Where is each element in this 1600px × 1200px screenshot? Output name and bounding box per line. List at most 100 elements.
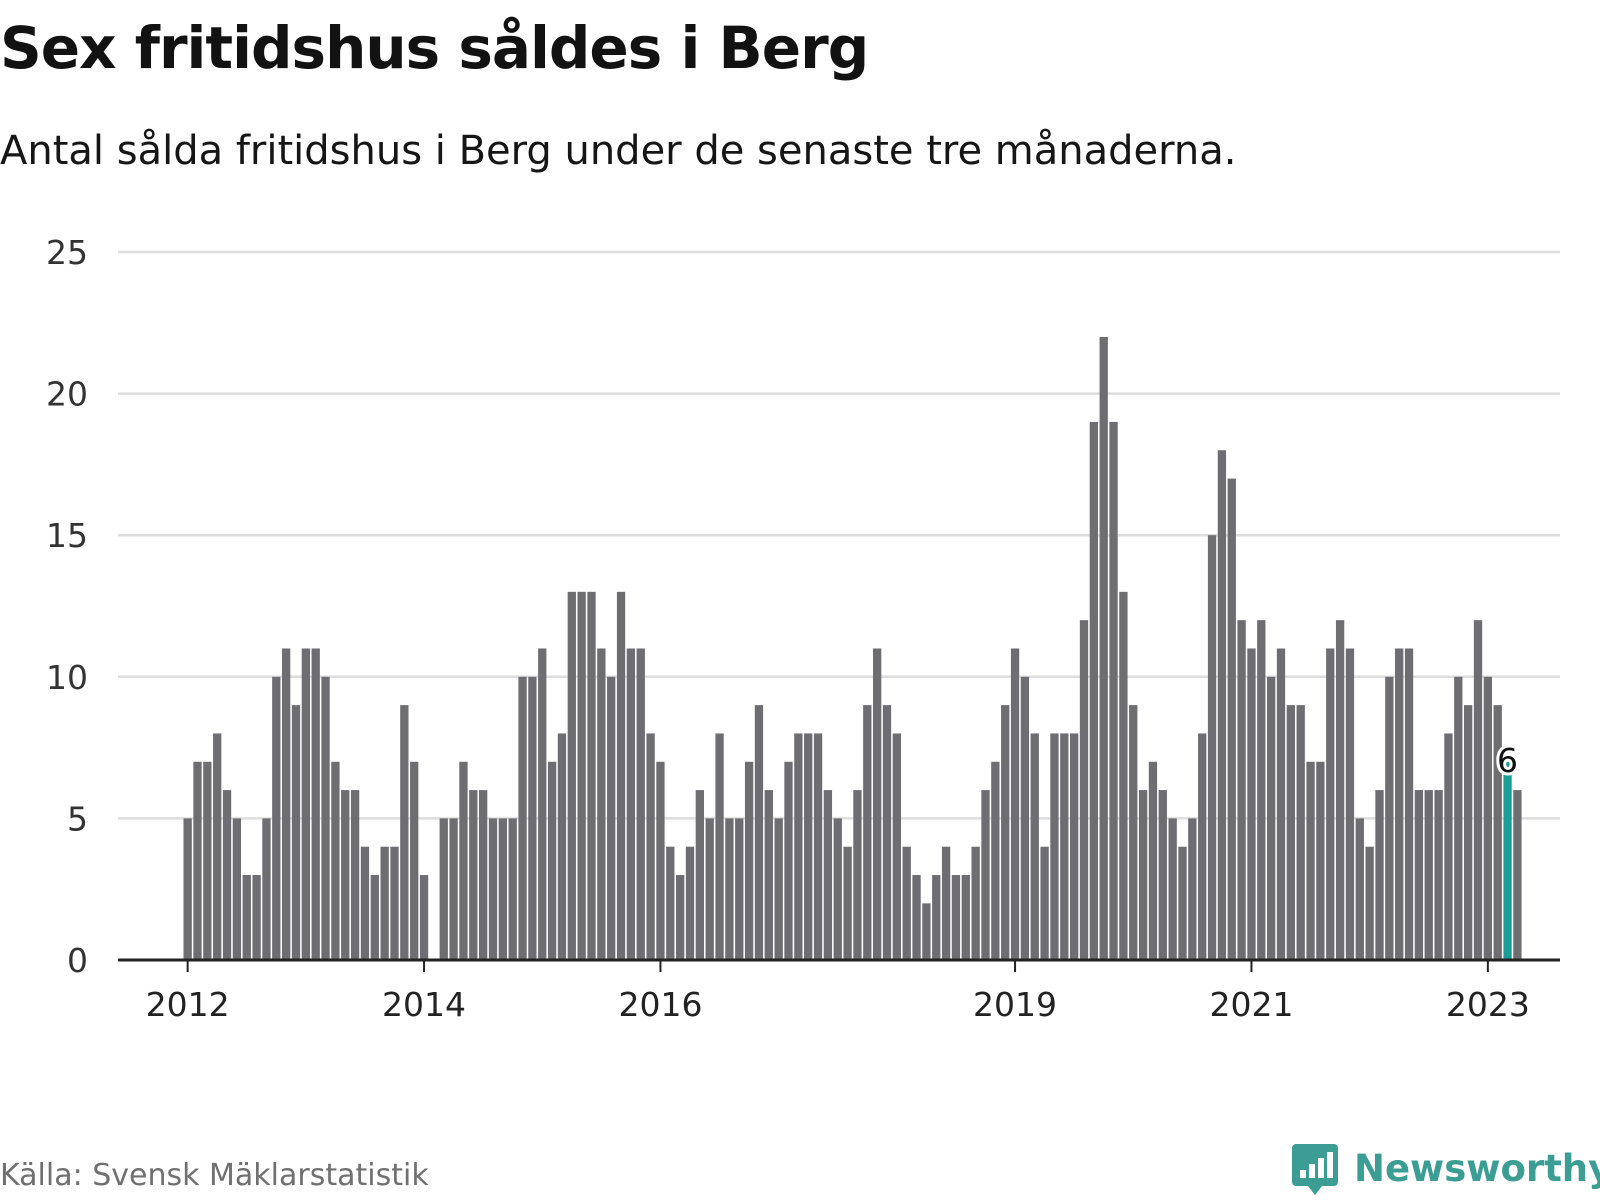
bar — [754, 705, 764, 960]
bar — [892, 733, 901, 960]
bar — [725, 818, 734, 960]
x-axis: 2012 2014 2016 2019 2021 2023 — [118, 958, 1560, 1024]
x-tick-label: 2012 — [146, 985, 230, 1024]
bar — [479, 790, 488, 960]
bar — [1385, 676, 1394, 960]
x-tick-label: 2019 — [973, 985, 1057, 1024]
y-tick-label: 10 — [46, 658, 88, 697]
bar — [1257, 620, 1266, 960]
bar — [1138, 790, 1148, 960]
bar — [1178, 846, 1187, 960]
bar — [1513, 790, 1522, 960]
bar — [1434, 790, 1443, 960]
bar — [1424, 790, 1433, 960]
bars — [183, 336, 1522, 961]
bar — [873, 648, 882, 960]
bar — [971, 846, 980, 960]
bar — [1217, 450, 1227, 960]
bar — [1395, 648, 1404, 960]
y-tick-label: 20 — [46, 375, 88, 414]
brand[interactable]: Newsworthy — [1290, 1140, 1600, 1196]
bar — [498, 818, 507, 960]
bar — [469, 790, 478, 960]
bar — [213, 733, 222, 960]
bar — [222, 790, 232, 960]
bar — [1001, 705, 1010, 960]
bar — [1345, 648, 1355, 960]
bar — [1168, 818, 1177, 960]
bar — [951, 875, 961, 960]
annotations: 6 — [1494, 738, 1521, 783]
bar — [1404, 648, 1414, 960]
bar — [784, 761, 793, 960]
bar — [715, 733, 724, 960]
bar — [331, 761, 340, 960]
bar — [1148, 761, 1158, 960]
bar — [656, 761, 665, 960]
bar — [794, 733, 803, 960]
bar — [232, 818, 242, 960]
bar — [1070, 733, 1079, 960]
bar — [380, 846, 389, 960]
bar — [272, 676, 281, 960]
x-tick-label: 2021 — [1209, 985, 1293, 1024]
bar — [538, 648, 547, 960]
bar — [341, 790, 350, 960]
bar — [528, 676, 537, 960]
bar — [676, 875, 685, 960]
bar — [902, 846, 911, 960]
bar — [1316, 761, 1325, 960]
bar — [1473, 620, 1483, 960]
bar — [1286, 705, 1295, 960]
bar — [1129, 705, 1138, 960]
bar — [321, 676, 330, 960]
bar — [449, 818, 458, 960]
bar — [1267, 676, 1276, 960]
bar — [774, 818, 783, 960]
bar — [1119, 591, 1128, 960]
bar — [636, 648, 645, 960]
bar — [1188, 818, 1197, 960]
bar — [1158, 790, 1167, 960]
bar — [833, 818, 842, 960]
bar — [439, 818, 448, 960]
bar — [1326, 648, 1335, 960]
bar — [941, 846, 951, 960]
bar — [1464, 705, 1473, 960]
bar — [823, 790, 833, 960]
bar — [311, 648, 320, 960]
bar — [1306, 761, 1315, 960]
bar — [1247, 648, 1256, 960]
bar — [626, 648, 636, 960]
bar — [419, 875, 429, 960]
bar — [410, 761, 419, 960]
bar — [922, 903, 931, 960]
bar — [1444, 733, 1453, 960]
bar — [1030, 733, 1039, 960]
bar — [764, 790, 773, 960]
bar — [863, 705, 872, 960]
chart-subtitle: Antal sålda fritidshus i Berg under de s… — [0, 128, 1237, 174]
bar — [813, 733, 823, 960]
bar — [577, 591, 586, 960]
source-note: Källa: Svensk Mäklarstatistik — [0, 1158, 429, 1193]
y-axis-ticks: 0 5 10 15 20 25 — [46, 233, 88, 980]
bar — [557, 733, 567, 960]
bar — [843, 846, 852, 960]
y-tick-label: 0 — [67, 941, 88, 980]
bar — [981, 790, 990, 960]
bar — [291, 705, 301, 960]
bar — [242, 875, 251, 960]
bar — [853, 790, 862, 960]
bar — [1335, 620, 1345, 960]
bar — [597, 648, 606, 960]
bar — [350, 790, 360, 960]
bar — [587, 591, 596, 960]
bar — [262, 818, 271, 960]
bar — [203, 761, 212, 960]
bar — [1365, 846, 1374, 960]
bar — [666, 846, 675, 960]
bar — [1493, 705, 1502, 960]
bar — [695, 790, 704, 960]
bar — [360, 846, 370, 960]
